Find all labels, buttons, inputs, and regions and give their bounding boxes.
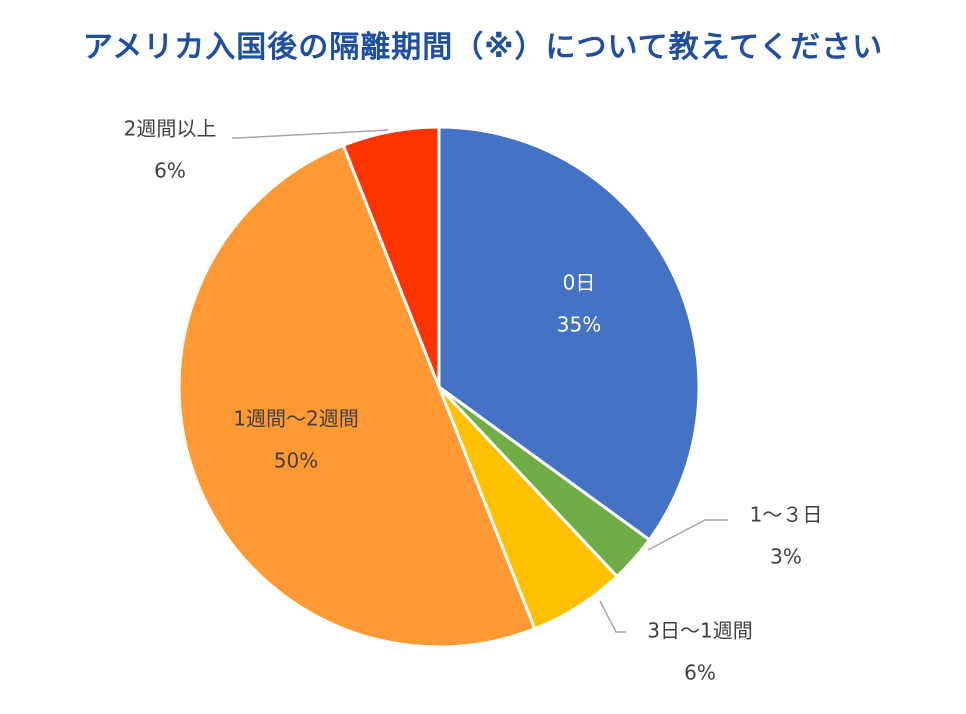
slice-value-label: 6% [684, 661, 716, 685]
slice-label: 3日～1週間 [647, 619, 752, 643]
pie-slice [437, 125, 701, 542]
pie-slice [341, 125, 441, 388]
slice-value-label: 50% [274, 449, 318, 473]
slice-labels: 0日 35% 1～３日 3% 3日～1週間 6% 1週間～2週間 50% 2週間以上 6% [124, 117, 823, 685]
leader-line [232, 129, 389, 139]
leader-line [599, 600, 626, 633]
pie-slice [177, 143, 537, 649]
slice-label: 1週間～2週間 [233, 407, 358, 431]
leader-lines [232, 129, 728, 633]
pie-slices [177, 125, 701, 649]
slice-value-label: 3% [770, 545, 802, 569]
leader-line [647, 519, 728, 551]
slice-label: 1～３日 [750, 503, 823, 527]
chart-title: アメリカ入国後の隔離期間（※）について教えてください [82, 30, 884, 65]
slice-label: 2週間以上 [124, 117, 217, 141]
slice-label: 0日 [563, 271, 596, 295]
slice-value-label: 6% [154, 159, 186, 183]
slice-value-label: 35% [557, 313, 601, 337]
